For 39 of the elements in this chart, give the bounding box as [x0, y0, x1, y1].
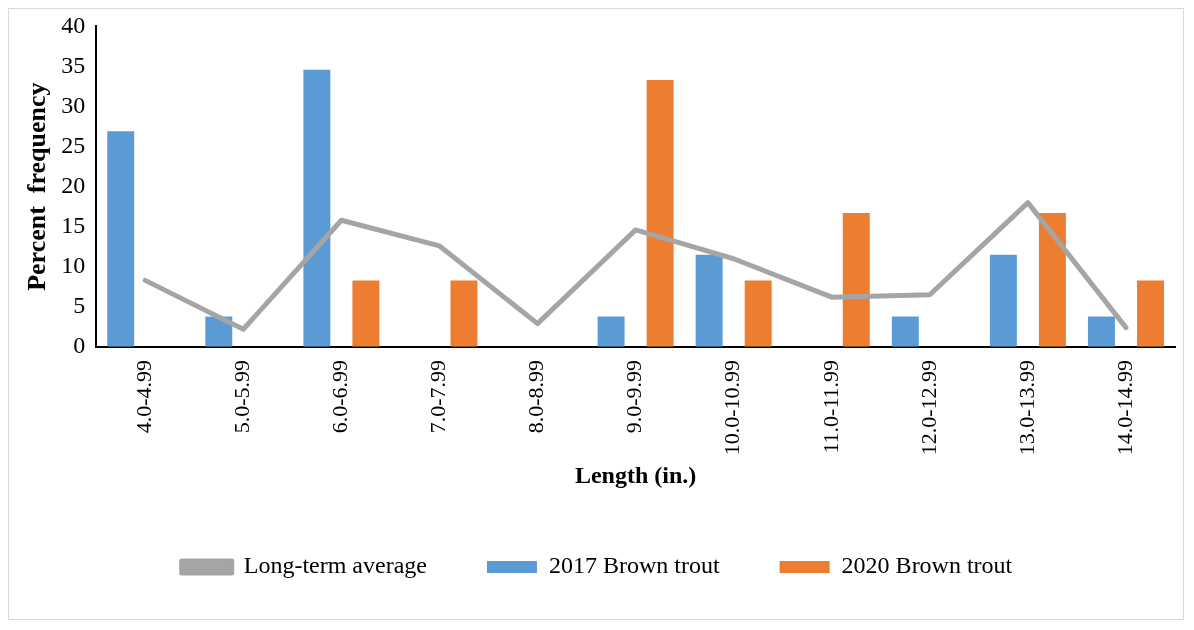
x-tick-label: 14.0-14.99 [1111, 359, 1137, 456]
x-tick-label: 5.0-5.99 [229, 359, 255, 434]
legend-label: 2017 Brown trout [548, 552, 720, 579]
bar [1087, 316, 1115, 347]
x-tick-label: 11.0-11.99 [817, 359, 843, 454]
bar [646, 80, 674, 347]
y-tick-label: 0 [73, 332, 86, 359]
bar [352, 280, 380, 347]
bar [744, 280, 772, 347]
bar [303, 69, 331, 347]
y-tick-label: 35 [61, 51, 86, 78]
x-tick-label: 13.0-13.99 [1013, 359, 1039, 456]
x-tick-label: 9.0-9.99 [621, 359, 647, 434]
bar [107, 131, 135, 347]
x-tick-label: 12.0-12.99 [915, 359, 941, 456]
x-tick-label: 6.0-6.99 [327, 359, 353, 434]
y-tick-label: 10 [61, 252, 86, 279]
x-tick-label: 4.0-4.99 [131, 359, 157, 434]
x-tick-label: 8.0-8.99 [523, 359, 549, 434]
y-tick-label: 15 [61, 211, 86, 238]
bar [1137, 280, 1164, 347]
x-tick-label: 10.0-10.99 [719, 359, 745, 456]
bar [989, 254, 1017, 347]
legend-label: 2020 Brown trout [841, 552, 1013, 579]
y-tick-label: 20 [61, 171, 86, 198]
bar [842, 213, 870, 347]
bar [891, 316, 919, 347]
bar [450, 280, 478, 347]
legend-label: Long-term average [243, 552, 427, 579]
x-tick-label: 7.0-7.99 [425, 359, 451, 434]
x-axis-title: Length (in.) [574, 461, 697, 488]
bar [597, 316, 625, 347]
y-tick-label: 40 [61, 11, 86, 38]
y-tick-label: 5 [73, 292, 86, 319]
y-axis-title: Percent frequency [22, 82, 52, 291]
y-tick-label: 30 [61, 91, 86, 118]
bar [695, 254, 723, 347]
y-tick-label: 25 [61, 131, 86, 158]
bar [1038, 213, 1066, 347]
